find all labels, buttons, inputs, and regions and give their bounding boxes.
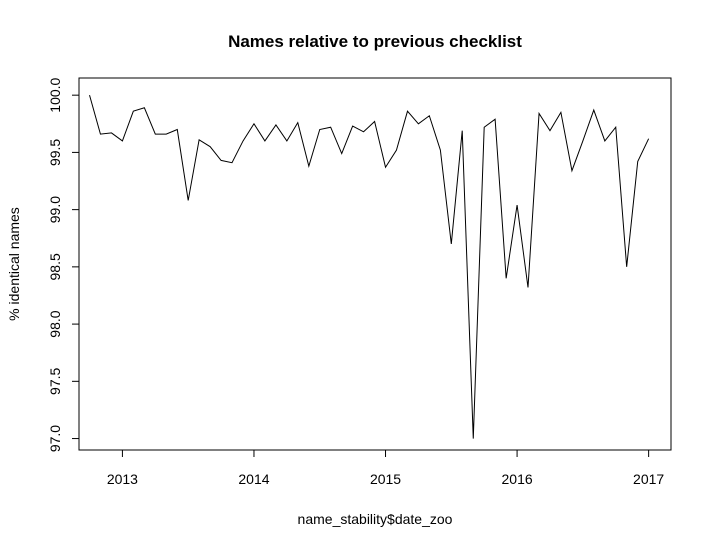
y-axis-label: % identical names: [6, 207, 22, 321]
x-tick-label: 2013: [107, 471, 138, 487]
chart-title: Names relative to previous checklist: [228, 32, 522, 51]
x-tick-label: 2016: [502, 471, 533, 487]
x-tick-label: 2015: [370, 471, 401, 487]
y-tick-label: 99.0: [47, 196, 63, 223]
y-tick-label: 100.0: [47, 77, 63, 112]
y-tick-label: 98.5: [47, 253, 63, 280]
y-tick-label: 98.0: [47, 310, 63, 337]
x-tick-label: 2014: [238, 471, 269, 487]
y-tick-label: 97.5: [47, 367, 63, 394]
y-tick-label: 99.5: [47, 139, 63, 166]
series-line: [89, 95, 650, 439]
x-axis: 2013 2014 2015 2016 2017: [107, 449, 664, 487]
y-tick-label: 97.0: [47, 425, 63, 452]
y-axis: 97.0 97.5 98.0 98.5 99.0 99.5 100.0: [47, 77, 80, 452]
x-tick-label: 2017: [633, 471, 664, 487]
x-axis-label: name_stability$date_zoo: [298, 511, 453, 527]
